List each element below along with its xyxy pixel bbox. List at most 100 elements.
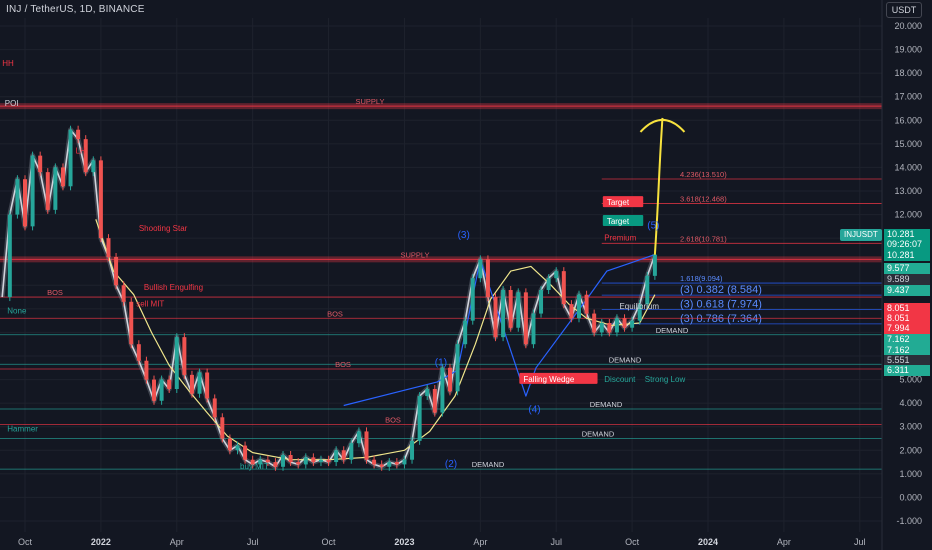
candle-body — [501, 290, 506, 338]
annotation-label: (1) — [435, 357, 447, 368]
candle-body — [68, 129, 73, 187]
annotation-label: (4) — [528, 405, 540, 416]
x-tick-label: Apr — [777, 537, 791, 547]
candle-body — [121, 285, 126, 302]
level-label: DEMAND — [609, 355, 642, 364]
candle-body — [531, 313, 536, 345]
x-tick-label: Jul — [247, 537, 259, 547]
x-tick-label: Oct — [625, 537, 640, 547]
candle-body — [243, 445, 248, 460]
y-tick-label: 3.000 — [899, 422, 922, 432]
annotation-box — [602, 196, 644, 208]
price-tag: 8.051 — [884, 313, 930, 324]
annotation-label: Premium — [604, 234, 636, 243]
candle-body — [372, 459, 377, 465]
x-tick-label: 2024 — [698, 537, 718, 547]
level-label: DEMAND — [582, 430, 615, 439]
y-tick-label: 15.000 — [894, 139, 922, 149]
candle-body — [425, 389, 430, 397]
level-label: DEMAND — [472, 460, 505, 469]
x-tick-label: Oct — [322, 537, 337, 547]
candle-body — [91, 160, 96, 173]
candle-body — [554, 271, 559, 279]
candle-body — [136, 344, 141, 361]
y-tick-label: 5.000 — [899, 375, 922, 385]
level-label: (3) 0.786 (7.364) — [680, 313, 762, 325]
currency-selector[interactable]: USDT — [886, 2, 922, 18]
x-tick-label: 2022 — [91, 537, 111, 547]
annotation-box — [519, 372, 598, 384]
level-label: BOS — [335, 360, 351, 369]
candle-body — [645, 275, 650, 305]
candle-body — [417, 396, 422, 441]
level-label: 2.618(10.781) — [680, 234, 727, 243]
x-tick-label: Jul — [550, 537, 562, 547]
candle-body — [569, 304, 574, 319]
price-tag: 9.437 — [884, 285, 930, 296]
candle-body — [508, 290, 513, 328]
annotation-label: Equilibrium — [619, 302, 659, 311]
price-tag: 7.162 — [884, 345, 930, 356]
y-tick-label: 4.000 — [899, 398, 922, 408]
candle-body — [447, 367, 452, 392]
candle-body — [38, 155, 43, 173]
candle-body — [387, 462, 392, 467]
candle-body — [599, 323, 604, 333]
y-tick-label: 20.000 — [894, 21, 922, 31]
candle-body — [523, 292, 528, 345]
candle-body — [410, 440, 415, 460]
candle-body — [334, 450, 339, 463]
annotation-label: Discount — [604, 375, 636, 384]
candle-body — [326, 459, 331, 463]
annotation-label: Falling Wedge — [523, 375, 575, 384]
candle-body — [281, 455, 286, 467]
projection-arrow — [653, 117, 664, 255]
annotation-box — [602, 215, 644, 226]
candle-body — [546, 278, 551, 290]
candle-body — [584, 294, 589, 314]
annotation-label: Target — [607, 217, 630, 226]
candle-body — [592, 313, 597, 333]
candle-body — [303, 457, 308, 465]
candle-body — [212, 398, 217, 418]
candle-body — [607, 323, 612, 333]
annotation-label: buy MIT — [240, 462, 269, 471]
candle-body — [76, 129, 81, 140]
candle-body — [440, 367, 445, 413]
candle-body — [630, 320, 635, 328]
level-label: 3.618(12.468) — [680, 195, 727, 204]
y-tick-label: 18.000 — [894, 68, 922, 78]
candle-body — [561, 271, 566, 305]
time-axis-bg — [0, 532, 932, 550]
annotation-label: (3) — [458, 230, 470, 241]
annotation-label: sell MIT — [136, 300, 164, 309]
annotation-label: POI — [5, 99, 19, 108]
candle-body — [364, 431, 369, 460]
candle-body — [576, 294, 581, 319]
candle-body — [114, 257, 119, 286]
candle-body — [318, 459, 323, 463]
annotation-label: Target — [607, 198, 630, 207]
chart-title: INJ / TetherUS, 1D, BINANCE — [6, 4, 145, 15]
price-tag: 9.577 — [884, 263, 930, 274]
price-tag: 8.051 — [884, 303, 930, 314]
candle-body — [516, 292, 521, 328]
candle-body — [493, 297, 498, 338]
candle-body — [379, 464, 384, 467]
annotation-label: Bullish Engulfing — [144, 283, 203, 292]
candle-body — [83, 139, 88, 173]
candle-body — [539, 290, 544, 314]
candle-body — [30, 155, 35, 227]
level-label: BOS — [385, 415, 401, 424]
candle-body — [311, 457, 316, 463]
candle-body — [273, 462, 278, 467]
annotation-label: Hammer — [7, 424, 38, 433]
y-tick-label: 17.000 — [894, 92, 922, 102]
candle-body — [7, 214, 12, 298]
candle-body — [402, 459, 407, 465]
y-tick-label: 19.000 — [894, 45, 922, 55]
y-tick-label: -1.000 — [896, 516, 922, 526]
series-line — [95, 219, 656, 461]
candle-body — [288, 455, 293, 463]
